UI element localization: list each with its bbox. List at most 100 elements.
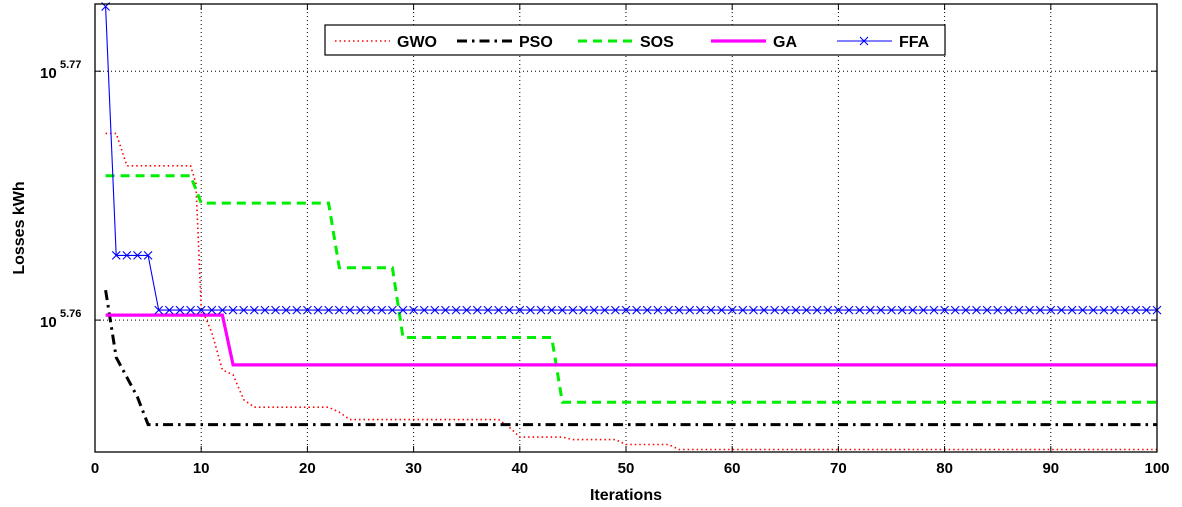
legend-label: FFA [899, 34, 930, 51]
data-point-marker [834, 305, 843, 315]
data-point-marker [494, 305, 503, 315]
data-point-marker [908, 305, 918, 315]
y-tick-base: 10 [40, 65, 57, 82]
data-point-marker [950, 305, 960, 315]
data-point-marker [196, 305, 206, 315]
series-ffa [101, 2, 1162, 315]
data-point-marker [1141, 305, 1151, 315]
legend-item-sos: SOS [578, 34, 674, 51]
data-point-marker [271, 305, 280, 315]
legend-marker [859, 36, 869, 46]
data-point-marker [759, 305, 769, 315]
data-point-marker [345, 305, 355, 315]
data-point-marker [122, 250, 132, 260]
data-point-marker [940, 305, 949, 315]
data-point-marker [674, 305, 684, 315]
y-tick-base: 10 [40, 314, 57, 331]
data-point-marker [356, 305, 365, 315]
legend: GWO PSO SOS GA FFA [324, 24, 946, 56]
x-tick-label: 100 [1144, 460, 1169, 477]
series-line [105, 6, 1157, 311]
x-tick-label: 50 [618, 460, 635, 477]
legend-item-ga: GA [711, 34, 797, 51]
data-point-marker [154, 305, 164, 315]
data-point-marker [526, 305, 535, 315]
data-point-marker [409, 305, 418, 315]
data-point-marker [175, 305, 185, 315]
data-point-marker [451, 305, 461, 315]
data-point-marker [462, 305, 472, 315]
data-point-marker [281, 305, 291, 315]
data-point-marker [1046, 305, 1056, 315]
data-point-marker [1025, 305, 1034, 315]
grid [95, 4, 1157, 452]
data-point-marker [249, 305, 259, 315]
data-point-marker [579, 305, 588, 315]
data-point-marker [1120, 305, 1130, 315]
data-point-marker [972, 305, 981, 315]
data-point-marker [897, 305, 907, 315]
y-tick-label: 10 5.76 [40, 308, 81, 331]
y-tick-label: 10 5.77 [40, 59, 81, 82]
x-tick-label: 70 [830, 460, 847, 477]
data-point-marker [961, 305, 971, 315]
data-point-marker [706, 305, 716, 315]
data-point-marker [1003, 305, 1013, 315]
legend-item-gwo: GWO [335, 34, 437, 51]
data-point-marker [918, 305, 928, 315]
data-point-marker [334, 305, 344, 315]
data-point-marker [929, 305, 939, 315]
series-sos [105, 174, 1157, 404]
legend-item-ffa: FFA [837, 34, 930, 51]
data-point-marker [1131, 305, 1141, 315]
data-point-marker [260, 305, 270, 315]
data-point-marker [600, 305, 610, 315]
data-point-marker [865, 305, 875, 315]
data-point-marker [228, 305, 238, 315]
data-point-marker [143, 250, 153, 260]
data-point-marker [844, 305, 854, 315]
data-point-marker [727, 305, 737, 315]
legend-box [324, 24, 946, 56]
data-point-marker [717, 305, 726, 315]
legend-label: GA [773, 34, 797, 51]
data-point-marker [749, 305, 758, 315]
x-tick-label: 20 [299, 460, 316, 477]
data-point-marker [1067, 305, 1077, 315]
x-tick-label: 30 [405, 460, 422, 477]
data-point-marker [642, 305, 652, 315]
x-tick-label: 40 [511, 460, 528, 477]
data-point-marker [398, 305, 408, 315]
data-point-marker [1014, 305, 1024, 315]
data-point-marker [695, 305, 705, 315]
data-point-marker [557, 305, 567, 315]
legend-label: SOS [640, 34, 674, 51]
data-point-marker [738, 305, 748, 315]
legend-label: GWO [397, 34, 437, 51]
data-point-marker [812, 305, 822, 315]
data-point-marker [536, 305, 546, 315]
data-point-marker [610, 305, 620, 315]
data-point-marker [504, 305, 514, 315]
data-point-marker [419, 305, 429, 315]
data-point-marker [377, 305, 387, 315]
data-point-marker [791, 305, 801, 315]
legend-item-pso: PSO [457, 34, 553, 51]
data-point-marker [823, 305, 833, 315]
data-point-marker [515, 305, 525, 315]
x-axis-ticks: 0 10 20 30 40 50 60 70 80 90 100 [91, 4, 1170, 477]
x-tick-label: 90 [1042, 460, 1059, 477]
y-tick-exponent: 5.76 [60, 308, 81, 320]
data-point-marker [1057, 305, 1066, 315]
data-point-marker [589, 305, 599, 315]
series-ga [105, 313, 1157, 367]
data-point-marker [366, 305, 376, 315]
series-layer [101, 2, 1162, 451]
data-point-marker [324, 305, 334, 315]
data-point-marker [387, 305, 397, 315]
data-point-marker [430, 305, 440, 315]
data-point-marker [111, 250, 121, 260]
data-point-marker [982, 305, 992, 315]
data-point-marker [993, 305, 1003, 315]
